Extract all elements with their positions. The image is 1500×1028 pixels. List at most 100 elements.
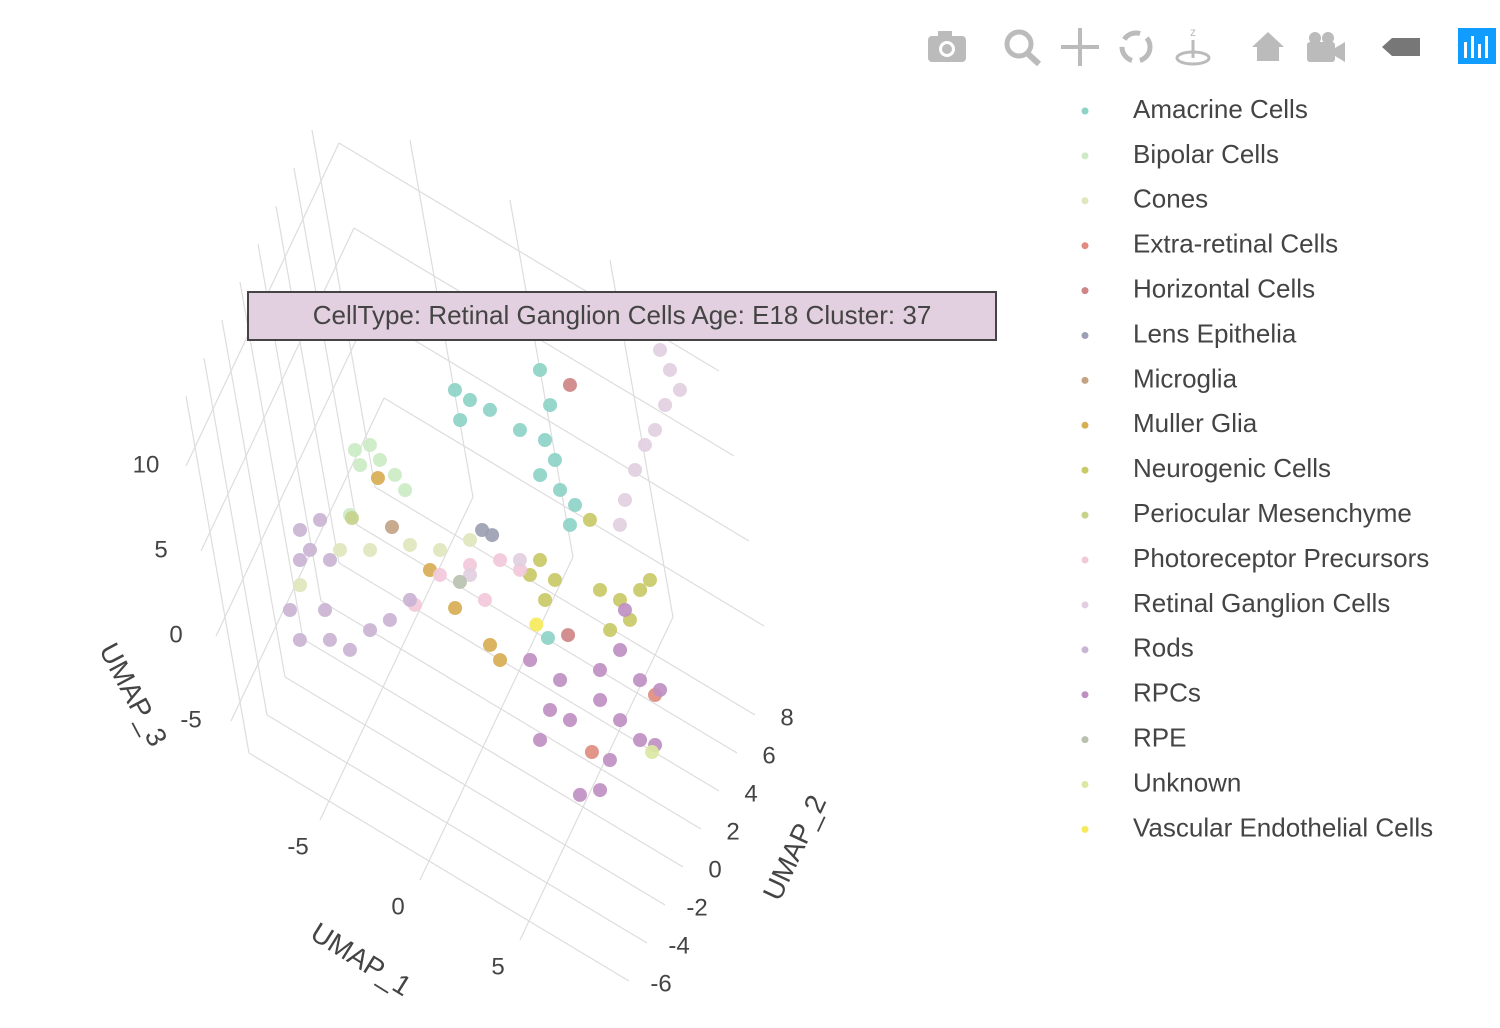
point <box>363 623 378 638</box>
point <box>523 653 538 668</box>
modebar: z <box>928 25 1496 67</box>
point <box>658 398 673 412</box>
orbit-icon[interactable] <box>1119 30 1153 64</box>
point <box>633 673 648 688</box>
point <box>672 382 687 397</box>
point <box>537 433 552 448</box>
legend-marker <box>1081 197 1089 205</box>
plotly-logo[interactable] <box>1458 28 1496 64</box>
point <box>662 362 677 377</box>
legend-marker <box>1081 691 1089 699</box>
grid-line <box>419 556 574 881</box>
point <box>513 562 528 577</box>
legend-label: Microglia <box>1133 363 1238 393</box>
grid <box>185 129 765 982</box>
camera-icon[interactable] <box>928 31 966 62</box>
point <box>402 537 417 552</box>
turntable-icon[interactable]: z <box>1175 25 1211 66</box>
grid-line <box>293 167 358 526</box>
home-icon[interactable] <box>1252 32 1284 61</box>
grid-line <box>374 486 756 716</box>
grid-line <box>284 676 666 906</box>
point <box>603 623 618 638</box>
z-tick-label: -5 <box>180 706 201 733</box>
y-tick-label: -4 <box>668 932 689 959</box>
legend-marker <box>1081 376 1089 384</box>
point <box>533 732 548 747</box>
point <box>633 732 648 747</box>
point <box>648 422 662 437</box>
point <box>463 558 478 573</box>
point <box>561 628 576 643</box>
point <box>593 783 608 798</box>
legend-marker <box>1081 287 1089 295</box>
point <box>372 452 387 467</box>
point <box>463 532 478 547</box>
point <box>292 632 307 647</box>
point <box>572 787 587 802</box>
video-icon[interactable] <box>1307 32 1345 62</box>
grid-line <box>383 397 765 627</box>
legend-label: Extra-retinal Cells <box>1133 229 1338 259</box>
point <box>432 567 447 582</box>
hover-icon[interactable] <box>1382 38 1420 56</box>
point <box>370 471 385 486</box>
point <box>532 362 547 377</box>
point <box>593 693 608 708</box>
legend-label: Muller Glia <box>1133 408 1258 438</box>
hover-box: CellType: Retinal Ganglion Cells Age: E1… <box>247 291 997 341</box>
legend-marker <box>1081 736 1089 744</box>
point <box>592 663 607 678</box>
grid-line <box>368 312 750 542</box>
point <box>617 602 632 617</box>
point <box>553 673 568 687</box>
point <box>653 342 668 357</box>
point <box>602 753 617 767</box>
legend-label: Unknown <box>1133 767 1241 797</box>
point <box>512 553 527 567</box>
z-axis-title: UMAP_3 <box>93 638 173 751</box>
point <box>322 632 337 647</box>
point <box>547 572 562 587</box>
grid-line <box>519 616 674 941</box>
point <box>645 745 660 760</box>
point <box>532 553 547 568</box>
legend-label: Photoreceptor Precursors <box>1133 543 1429 573</box>
legend-marker <box>1081 556 1089 564</box>
point <box>642 573 657 588</box>
grid-line <box>230 397 385 722</box>
legend-label: Amacrine Cells <box>1133 94 1308 124</box>
legend-label: Vascular Endothelial Cells <box>1133 812 1433 842</box>
z-tick-label: 0 <box>169 621 182 648</box>
grid-line <box>248 752 630 982</box>
point <box>613 713 628 728</box>
grid-line <box>319 496 474 821</box>
legend-marker <box>1081 242 1089 250</box>
legend-marker <box>1081 152 1089 160</box>
grid-line <box>275 205 340 564</box>
point <box>628 462 643 477</box>
point <box>313 512 328 527</box>
y-tick-label: -2 <box>686 894 707 921</box>
point <box>347 442 362 457</box>
point <box>447 382 462 397</box>
legend-marker <box>1081 511 1089 519</box>
y-tick-label: 4 <box>744 780 757 807</box>
point <box>342 642 357 657</box>
point <box>617 492 632 507</box>
point <box>493 653 508 668</box>
pan-icon[interactable] <box>1061 28 1099 66</box>
points <box>282 342 687 802</box>
point <box>637 437 652 452</box>
point <box>292 522 307 537</box>
point <box>653 682 668 697</box>
legend-marker <box>1081 466 1089 474</box>
grid-line <box>320 600 702 830</box>
zoom-icon[interactable] <box>1004 29 1042 67</box>
point <box>582 512 597 527</box>
y-tick-label: -6 <box>650 970 671 997</box>
point <box>382 612 397 627</box>
legend-marker <box>1081 781 1089 788</box>
point <box>547 452 562 467</box>
point <box>613 643 628 658</box>
